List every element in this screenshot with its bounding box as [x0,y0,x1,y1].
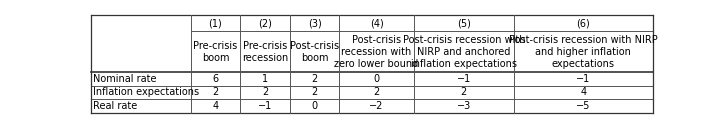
Text: Pre-crisis
boom: Pre-crisis boom [194,41,238,63]
Text: 2: 2 [312,88,318,98]
Text: −3: −3 [457,101,471,111]
Text: 0: 0 [373,74,380,84]
Text: Post-crisis recession with
NIRP and anchored
inflation expectations: Post-crisis recession with NIRP and anch… [402,35,525,69]
Text: 4: 4 [212,101,218,111]
Text: 6: 6 [212,74,218,84]
Text: 1: 1 [262,74,268,84]
Text: (5): (5) [457,18,471,28]
Text: Real rate: Real rate [94,101,138,111]
Text: 2: 2 [312,74,318,84]
Text: Pre-crisis
recession: Pre-crisis recession [242,41,288,63]
Text: −1: −1 [576,74,590,84]
Text: (1): (1) [209,18,223,28]
Text: −2: −2 [369,101,384,111]
Text: (3): (3) [307,18,321,28]
Text: −1: −1 [258,101,272,111]
Text: 2: 2 [262,88,268,98]
Text: Post-crisis
boom: Post-crisis boom [290,41,339,63]
Text: −1: −1 [457,74,471,84]
Text: 4: 4 [580,88,587,98]
Text: 0: 0 [312,101,318,111]
Text: 2: 2 [373,88,380,98]
Text: 2: 2 [460,88,467,98]
Text: Post-crisis recession with NIRP
and higher inflation
expectations: Post-crisis recession with NIRP and high… [509,35,658,69]
Text: Inflation expectations: Inflation expectations [94,88,199,98]
Text: Post-crisis
recession with
zero lower bound: Post-crisis recession with zero lower bo… [334,35,418,69]
Text: Nominal rate: Nominal rate [94,74,157,84]
Text: −5: −5 [576,101,590,111]
Text: (6): (6) [576,18,590,28]
Text: 2: 2 [212,88,218,98]
Text: (2): (2) [258,18,272,28]
Text: (4): (4) [370,18,384,28]
